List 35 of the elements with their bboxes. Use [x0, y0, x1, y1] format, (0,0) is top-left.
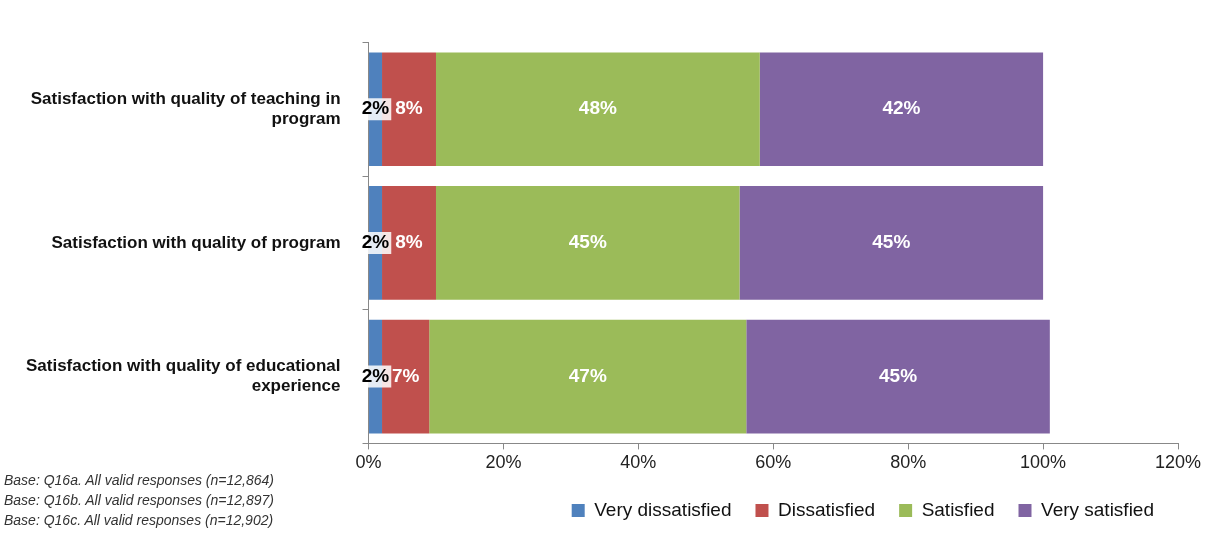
bar	[435, 52, 760, 167]
x-tick-label: 0%	[355, 452, 382, 473]
text: Base: Q16b. All valid responses (n=12,897)	[4, 491, 274, 510]
bar	[759, 52, 1044, 167]
data-label: 42%	[882, 97, 921, 119]
bar	[435, 186, 740, 300]
x-tick-label: 60%	[755, 452, 792, 473]
data-label: 45%	[879, 364, 918, 386]
data-label: 8%	[395, 97, 423, 119]
legend-label: Satisfied	[921, 498, 995, 520]
data-label: 45%	[568, 231, 607, 253]
x-tick-label: 120%	[1154, 452, 1202, 473]
bar	[739, 186, 1044, 300]
x-tick-label: 20%	[485, 452, 522, 473]
x-tick-label: 40%	[620, 452, 657, 473]
data-label: 7%	[391, 364, 420, 386]
y-tick-label: Satisfaction with quality of program	[51, 232, 341, 252]
data-label: 2%	[361, 231, 390, 253]
text: Base: Q16a. All valid responses (n=12,864)	[4, 471, 274, 490]
x-tick-label: 100%	[1020, 452, 1067, 473]
data-label: 2%	[361, 97, 390, 119]
legend-label: Very satisfied	[1041, 498, 1154, 520]
data-label: 47%	[568, 364, 607, 386]
bar	[746, 319, 1050, 434]
legend-label: Dissatisfied	[777, 498, 876, 520]
data-label: 48%	[578, 97, 617, 119]
data-label: 45%	[872, 231, 911, 253]
y-tick-label: Satisfaction with quality of teaching in program	[30, 88, 341, 129]
data-label: 8%	[395, 231, 423, 253]
x-tick-label: 80%	[890, 452, 927, 473]
bar	[429, 319, 747, 434]
y-tick-label: Satisfaction with quality of educational experience	[25, 356, 341, 396]
legend-label: Very dissatisfied	[594, 498, 732, 520]
data-label: 2%	[361, 364, 390, 386]
text: Base: Q16c. All valid responses (n=12,902)	[4, 511, 274, 530]
